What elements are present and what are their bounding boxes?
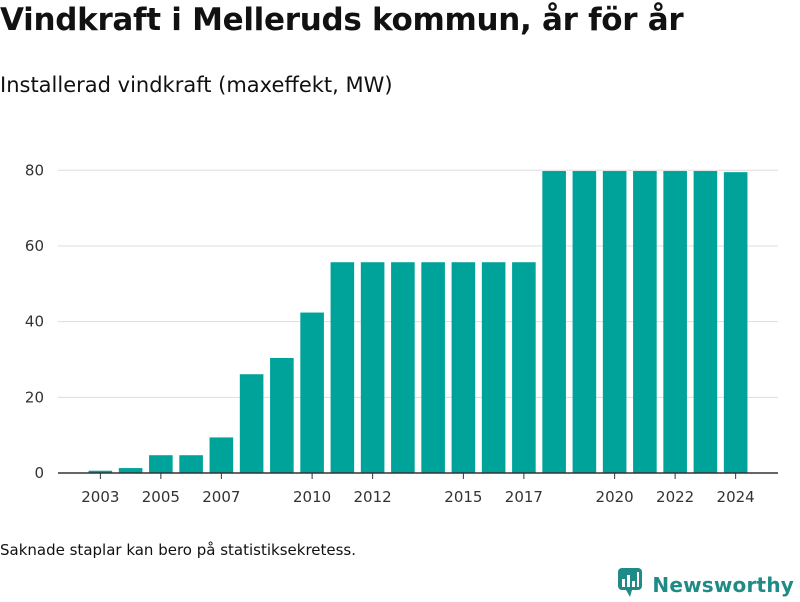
x-tick-label: 2010	[293, 488, 331, 506]
bar	[421, 262, 445, 473]
y-tick-label: 0	[34, 464, 44, 482]
x-tick-label: 2024	[717, 488, 755, 506]
footnote: Saknade staplar kan bero på statistiksek…	[0, 541, 357, 559]
bar	[451, 262, 476, 473]
bar	[209, 437, 234, 473]
bar	[149, 455, 173, 473]
x-tick-label: 2017	[505, 488, 543, 506]
chart-subtitle: Installerad vindkraft (maxeffekt, MW)	[0, 73, 393, 97]
bar	[723, 172, 748, 473]
y-tick-label: 60	[25, 237, 44, 255]
x-tick-label: 2022	[656, 488, 694, 506]
bar	[633, 171, 657, 473]
bar	[391, 262, 415, 473]
bar	[300, 312, 324, 473]
axes: 0 20 40 60 80 2003 2005 2007 2010 2012 2015 2017 202…	[25, 161, 778, 506]
bar	[602, 171, 627, 473]
x-tick-label: 2007	[202, 488, 240, 506]
bar	[542, 171, 566, 473]
brand: Newsworthy	[618, 568, 794, 602]
bar	[481, 262, 506, 473]
brand-name: Newsworthy	[652, 573, 794, 597]
bar	[693, 171, 718, 473]
y-tick-label: 20	[25, 388, 44, 406]
y-tick-label: 80	[25, 161, 44, 179]
bar-chart: 0 20 40 60 80 2003 2005 2007 2010 2012 2015 2017 202…	[25, 161, 778, 506]
bar	[270, 357, 294, 473]
chart-title: Vindkraft i Melleruds kommun, år för år	[0, 2, 684, 38]
bar	[512, 262, 536, 473]
bar	[179, 455, 203, 473]
x-tick-label: 2015	[444, 488, 482, 506]
gridlines	[58, 169, 778, 398]
bar	[360, 262, 385, 473]
bars	[88, 171, 748, 473]
x-tick-label: 2005	[142, 488, 180, 506]
bar	[663, 171, 687, 473]
bar	[330, 262, 355, 473]
x-tick-label: 2012	[354, 488, 392, 506]
bar	[572, 171, 597, 473]
newsworthy-logo-icon	[618, 568, 644, 602]
x-tick-label: 2020	[596, 488, 634, 506]
x-tick-label: 2003	[81, 488, 119, 506]
bar	[118, 468, 143, 473]
bar	[239, 374, 264, 473]
y-tick-label: 40	[25, 313, 44, 331]
bar	[88, 470, 113, 473]
